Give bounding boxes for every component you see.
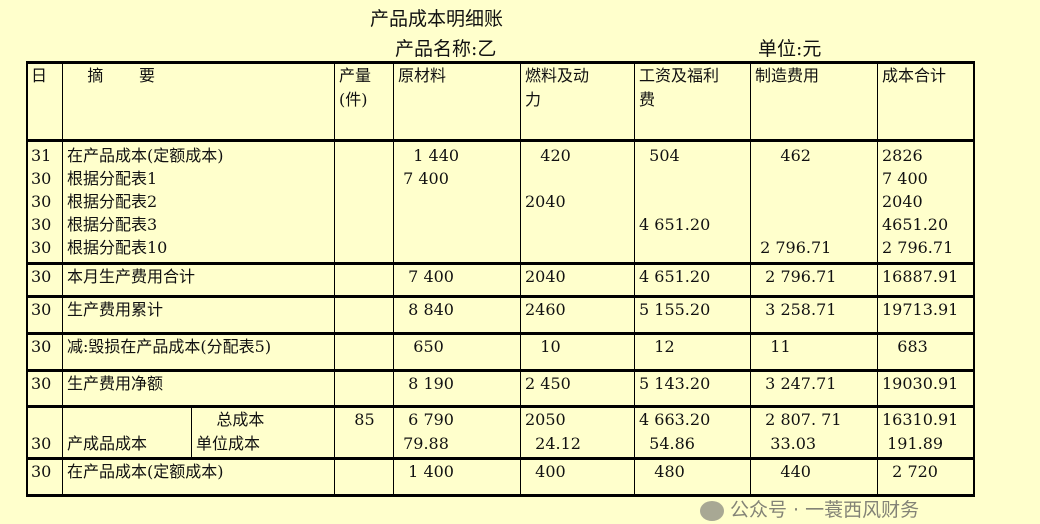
column-header: 产量 (件) [334, 62, 393, 140]
value-cell: 12 [634, 333, 750, 369]
date-cell: 30 [26, 458, 62, 494]
value-cell: 10 [520, 333, 634, 369]
value-cell: 440 [750, 458, 877, 494]
value-cell: 11 [750, 333, 877, 369]
row-divider [26, 295, 975, 298]
value-cell: 5 155.20 [634, 296, 750, 332]
watermark: 公众号 · 一蓑西风财务 [700, 498, 919, 522]
value-cell: 16887.91 [877, 263, 973, 295]
value-cell: 2 796.71 [750, 263, 877, 295]
value-cell: 2 450 [520, 370, 634, 405]
value-cell: 8 190 [393, 370, 520, 405]
summary-cell: 在产品成本(定额成本) [62, 458, 334, 494]
summary-cell: 减:毁损在产品成本(分配表5) [62, 333, 334, 369]
quantity-cell [334, 333, 393, 369]
value-cell: 3 258.71 [750, 296, 877, 332]
summary-subcell: 总成本 单位成本 [191, 406, 334, 457]
value-cell: 683 [877, 333, 973, 369]
date-cell: 30 [26, 296, 62, 332]
date-cell: 30 [26, 333, 62, 369]
value-cell: 4 651.20 [634, 263, 750, 295]
value-cell: 2 807. 71 33.03 [750, 406, 877, 457]
value-cell: 2050 24.12 [520, 406, 634, 457]
value-cell: 4 663.20 54.86 [634, 406, 750, 457]
value-cell: 1 400 [393, 458, 520, 494]
value-cell: 400 [520, 458, 634, 494]
column-header: 成本合计 [877, 62, 973, 140]
column-header: 工资及福利 费 [634, 62, 750, 140]
value-cell: 5 143.20 [634, 370, 750, 405]
value-cell: 7 400 [393, 263, 520, 295]
summary-cell: 生产费用累计 [62, 296, 334, 332]
quantity-cell [334, 142, 393, 262]
column-header: 摘 要 [62, 62, 334, 140]
quantity-cell [334, 263, 393, 295]
table-border [26, 62, 28, 497]
date-cell: 30 [26, 406, 62, 457]
quantity-cell [334, 296, 393, 332]
column-header: 制造费用 [750, 62, 877, 140]
row-divider [26, 61, 975, 64]
value-cell: 420 2040 [520, 142, 634, 262]
value-cell: 1 440 7 400 [393, 142, 520, 262]
table-border [973, 62, 975, 497]
summary-cell: 生产费用净额 [62, 370, 334, 405]
column-header: 原材料 [393, 62, 520, 140]
summary-cell: 在产品成本(定额成本) 根据分配表1 根据分配表2 根据分配表3 根据分配表10 [62, 142, 334, 262]
row-divider [26, 139, 975, 142]
value-cell: 2 720 [877, 458, 973, 494]
unit-label: 单位:元 [758, 38, 822, 60]
row-divider [26, 332, 975, 335]
row-divider [26, 369, 975, 372]
value-cell: 6 790 79.88 [393, 406, 520, 457]
quantity-cell [334, 458, 393, 494]
row-divider [26, 494, 975, 497]
product-name: 产品名称:乙 [395, 38, 497, 60]
value-cell: 650 [393, 333, 520, 369]
value-cell: 19713.91 [877, 296, 973, 332]
quantity-cell: 85 [334, 406, 393, 457]
value-cell: 2040 [520, 263, 634, 295]
summary-cell: 产成品成本 [62, 406, 191, 457]
row-divider [26, 262, 975, 265]
row-divider [26, 405, 975, 408]
summary-cell: 本月生产费用合计 [62, 263, 334, 295]
value-cell: 19030.91 [877, 370, 973, 405]
value-cell: 504 4 651.20 [634, 142, 750, 262]
watermark-text: 公众号 · 一蓑西风财务 [730, 499, 920, 521]
row-divider [26, 457, 975, 460]
date-cell: 30 [26, 263, 62, 295]
date-cell: 30 [26, 370, 62, 405]
column-header: 燃料及动 力 [520, 62, 634, 140]
value-cell: 2460 [520, 296, 634, 332]
value-cell: 480 [634, 458, 750, 494]
value-cell: 16310.91 191.89 [877, 406, 973, 457]
page-title: 产品成本明细账 [370, 8, 504, 30]
value-cell: 3 247.71 [750, 370, 877, 405]
value-cell: 8 840 [393, 296, 520, 332]
value-cell: 2826 7 400 2040 4651.20 2 796.71 [877, 142, 973, 262]
date-cell: 31 30 30 30 30 [26, 142, 62, 262]
wechat-icon [700, 500, 724, 521]
column-header: 日 [26, 62, 62, 140]
value-cell: 462 2 796.71 [750, 142, 877, 262]
quantity-cell [334, 370, 393, 405]
